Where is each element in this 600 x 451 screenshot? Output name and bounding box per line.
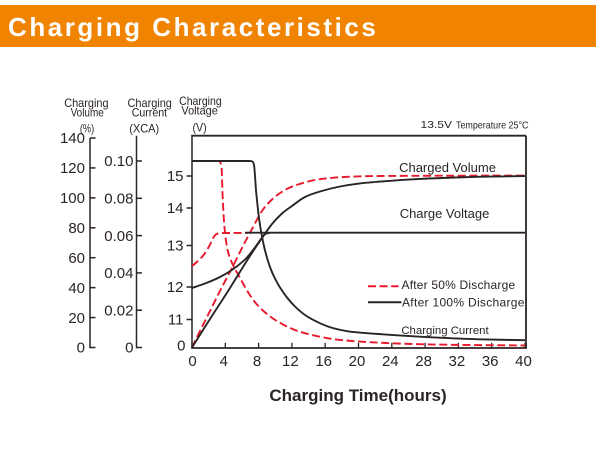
svg-text:140: 140: [60, 130, 85, 147]
svg-text:Voltage: Voltage: [181, 103, 218, 117]
svg-text:Charging Current: Charging Current: [401, 325, 489, 337]
svg-text:Charging: Charging: [128, 96, 172, 110]
svg-text:14: 14: [167, 200, 184, 217]
svg-text:Current: Current: [132, 106, 168, 120]
svg-text:(V): (V): [193, 120, 207, 134]
svg-text:20: 20: [349, 353, 366, 370]
svg-text:8: 8: [253, 353, 261, 370]
svg-text:120: 120: [60, 160, 85, 177]
svg-text:12: 12: [282, 353, 299, 370]
svg-text:13.5V: 13.5V: [421, 120, 453, 131]
svg-text:Charged Volume: Charged Volume: [399, 160, 496, 175]
svg-text:0: 0: [125, 340, 133, 357]
svg-text:40: 40: [68, 280, 85, 297]
svg-text:15: 15: [167, 168, 184, 185]
svg-text:100: 100: [60, 190, 85, 207]
svg-text:Charging Time(hours): Charging Time(hours): [269, 386, 446, 405]
svg-text:80: 80: [68, 220, 85, 237]
svg-text:36: 36: [482, 353, 499, 370]
svg-text:After 100% Discharge: After 100% Discharge: [402, 296, 525, 310]
svg-text:Temperature 25°C: Temperature 25°C: [456, 120, 529, 131]
svg-text:0.02: 0.02: [104, 302, 133, 319]
svg-text:Volume: Volume: [71, 106, 104, 120]
svg-text:12: 12: [167, 279, 184, 296]
svg-text:0.10: 0.10: [104, 153, 133, 170]
svg-text:32: 32: [449, 353, 466, 370]
svg-text:(XCA): (XCA): [129, 121, 159, 135]
svg-text:0: 0: [177, 338, 185, 355]
svg-text:24: 24: [382, 353, 399, 370]
svg-text:(%): (%): [80, 121, 94, 135]
svg-text:Charging: Charging: [179, 94, 222, 108]
svg-text:28: 28: [415, 353, 432, 370]
svg-text:0: 0: [188, 353, 196, 370]
svg-text:Charging: Charging: [64, 96, 108, 110]
svg-text:0: 0: [77, 340, 85, 357]
svg-text:40: 40: [515, 353, 532, 370]
svg-text:After 50% Discharge: After 50% Discharge: [402, 278, 516, 292]
svg-text:Charge Voltage: Charge Voltage: [400, 206, 490, 221]
svg-text:60: 60: [68, 250, 85, 267]
svg-text:0.06: 0.06: [104, 228, 133, 245]
svg-text:0.04: 0.04: [104, 265, 133, 282]
svg-text:4: 4: [220, 353, 228, 370]
svg-text:13: 13: [167, 238, 184, 255]
svg-text:16: 16: [315, 353, 332, 370]
svg-text:0.08: 0.08: [104, 191, 133, 208]
svg-text:11: 11: [168, 312, 184, 329]
svg-text:20: 20: [68, 310, 85, 327]
